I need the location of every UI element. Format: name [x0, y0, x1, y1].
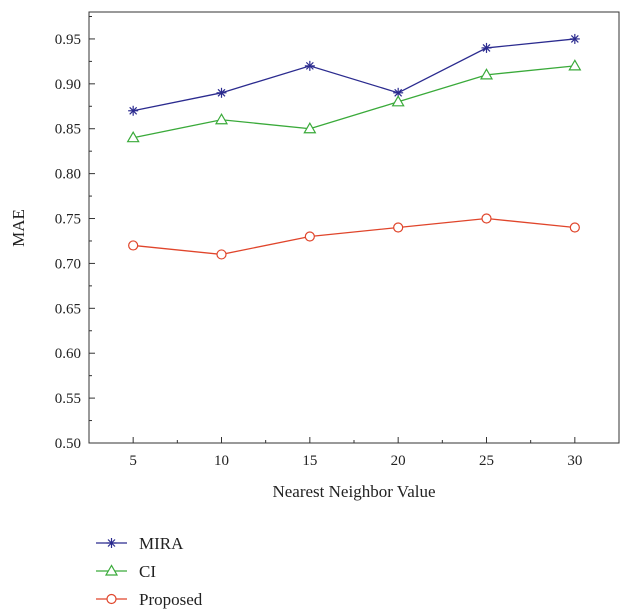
- data-point-mira: [569, 33, 580, 44]
- data-point-ci: [568, 59, 582, 71]
- data-point-ci: [479, 68, 494, 80]
- data-point-proposed: [128, 240, 139, 251]
- y-tick-label: 0.65: [55, 301, 81, 317]
- legend-marker: [104, 564, 119, 576]
- data-point-mira: [304, 60, 315, 71]
- x-tick-label: 25: [479, 453, 494, 469]
- data-point-mira: [481, 42, 492, 53]
- data-point-proposed: [393, 222, 404, 233]
- legend-label: MIRA: [139, 534, 184, 553]
- legend-label: Proposed: [139, 590, 203, 609]
- legend-marker: [106, 593, 117, 605]
- y-tick-label: 0.85: [55, 122, 81, 138]
- series-proposed: [128, 213, 580, 260]
- x-tick-label: 10: [214, 453, 229, 469]
- series-ci: [126, 59, 582, 143]
- y-tick-label: 0.95: [55, 32, 81, 48]
- x-axis: 5 10 15 20 25 30: [88, 437, 620, 469]
- x-tick-label: 15: [302, 453, 317, 469]
- series-line-mira: [133, 38, 575, 112]
- y-tick-label: 0.80: [55, 167, 81, 183]
- series-line-ci: [133, 65, 575, 139]
- x-axis-label: Nearest Neighbor Value: [272, 482, 435, 501]
- series-layer: [126, 33, 582, 260]
- y-axis: 0.50 0.55 0.60 0.65 0.70 0.75 0.80 0.85 0.90 0.95: [55, 15, 95, 452]
- plot-frame: [88, 11, 620, 444]
- data-point-ci: [126, 131, 140, 143]
- data-point-ci: [303, 122, 317, 134]
- data-point-proposed: [304, 231, 315, 242]
- legend-item-proposed: Proposed: [96, 590, 203, 609]
- y-axis-label: MAE: [9, 209, 28, 247]
- series-mira: [128, 33, 580, 116]
- legend-item-mira: MIRA: [96, 534, 184, 553]
- x-tick-label: 5: [129, 453, 137, 469]
- data-point-proposed: [216, 249, 227, 260]
- y-tick-label: 0.60: [55, 346, 81, 362]
- data-point-ci: [214, 113, 229, 125]
- y-tick-label: 0.75: [55, 212, 81, 228]
- data-point-mira: [216, 87, 227, 98]
- x-tick-label: 20: [391, 453, 406, 469]
- y-tick-label: 0.55: [55, 391, 81, 407]
- legend: MIRA CI Proposed: [96, 534, 203, 609]
- y-tick-label: 0.70: [55, 256, 81, 272]
- data-point-mira: [128, 105, 139, 116]
- legend-item-ci: CI: [96, 562, 156, 581]
- series-line-proposed: [133, 217, 575, 256]
- data-point-proposed: [481, 213, 492, 224]
- x-tick-label: 30: [567, 453, 582, 469]
- y-tick-label: 0.90: [55, 77, 81, 93]
- data-point-ci: [391, 95, 405, 107]
- legend-label: CI: [139, 562, 156, 581]
- legend-marker: [106, 538, 117, 548]
- y-tick-label: 0.50: [55, 436, 81, 452]
- data-point-proposed: [569, 222, 580, 233]
